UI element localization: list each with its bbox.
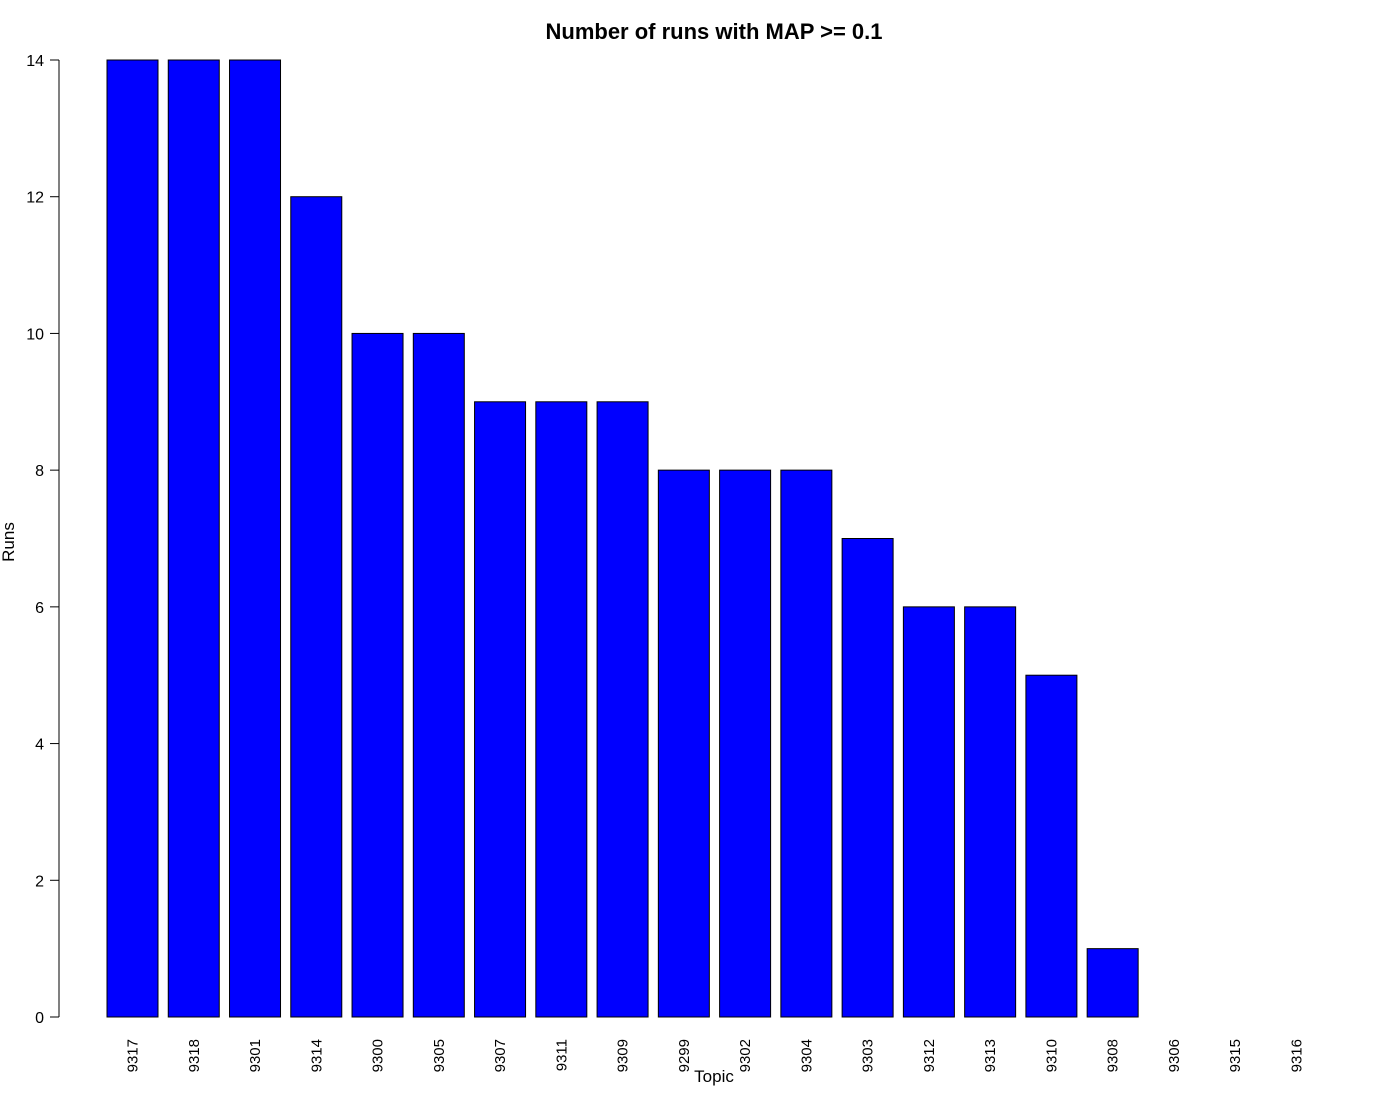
x-tick-label-9299: 9299 <box>676 1039 693 1072</box>
y-tick-label: 10 <box>26 326 44 343</box>
x-tick-label-9302: 9302 <box>737 1039 754 1072</box>
x-tick-label-9316: 9316 <box>1288 1039 1305 1072</box>
bar-9311 <box>535 401 588 1018</box>
bar-9301 <box>229 59 282 1018</box>
x-tick-label-9311: 9311 <box>553 1039 570 1071</box>
y-axis-label: Runs <box>0 522 18 562</box>
bar-9307 <box>474 401 527 1018</box>
bar-9309 <box>596 401 649 1018</box>
x-tick-label-9310: 9310 <box>1043 1039 1060 1072</box>
y-tick-label: 0 <box>35 1010 44 1027</box>
y-tick-label: 8 <box>35 463 44 480</box>
bar-9304 <box>780 469 833 1018</box>
y-axis-ticks: 0 2 4 6 8 10 12 14 <box>26 53 59 1027</box>
bar-9308 <box>1086 948 1139 1018</box>
x-tick-label-9300: 9300 <box>370 1039 387 1072</box>
bar-9317 <box>106 59 159 1018</box>
y-tick-label: 12 <box>26 190 44 207</box>
bar-9314 <box>290 196 343 1018</box>
bar-9305 <box>412 332 465 1018</box>
y-tick-label: 6 <box>35 600 44 617</box>
bar-9312 <box>902 606 955 1018</box>
x-tick-label-9309: 9309 <box>615 1039 632 1072</box>
x-axis-tick-labels: 9317 9318 9301 9314 9300 9305 9307 9311 9309 9299… <box>125 1039 1306 1072</box>
x-tick-label-9313: 9313 <box>982 1039 999 1072</box>
x-tick-label-9318: 9318 <box>186 1039 203 1072</box>
bar-9310 <box>1025 674 1078 1018</box>
chart-title: Number of runs with MAP >= 0.1 <box>546 19 883 44</box>
x-tick-label-9315: 9315 <box>1227 1039 1244 1072</box>
x-tick-label-9306: 9306 <box>1166 1039 1183 1072</box>
x-tick-label-9317: 9317 <box>125 1039 142 1072</box>
bar-9302 <box>719 469 772 1018</box>
x-tick-label-9307: 9307 <box>492 1039 509 1072</box>
bars <box>106 59 1139 1018</box>
x-tick-label-9312: 9312 <box>921 1039 938 1072</box>
bar-9313 <box>964 606 1017 1018</box>
x-tick-label-9301: 9301 <box>247 1039 264 1072</box>
x-tick-label-9314: 9314 <box>308 1039 325 1072</box>
x-tick-label-9303: 9303 <box>860 1039 877 1072</box>
bar-9299 <box>657 469 710 1018</box>
bar-9300 <box>351 332 404 1018</box>
bar-9303 <box>841 538 894 1018</box>
x-tick-label-9305: 9305 <box>431 1039 448 1072</box>
x-axis-label: Topic <box>694 1067 734 1086</box>
x-tick-label-9308: 9308 <box>1105 1039 1122 1072</box>
bar-9318 <box>167 59 220 1018</box>
x-tick-label-9304: 9304 <box>798 1039 815 1072</box>
y-tick-label: 4 <box>35 737 44 754</box>
y-tick-label: 2 <box>35 873 44 890</box>
y-tick-label: 14 <box>26 53 44 70</box>
